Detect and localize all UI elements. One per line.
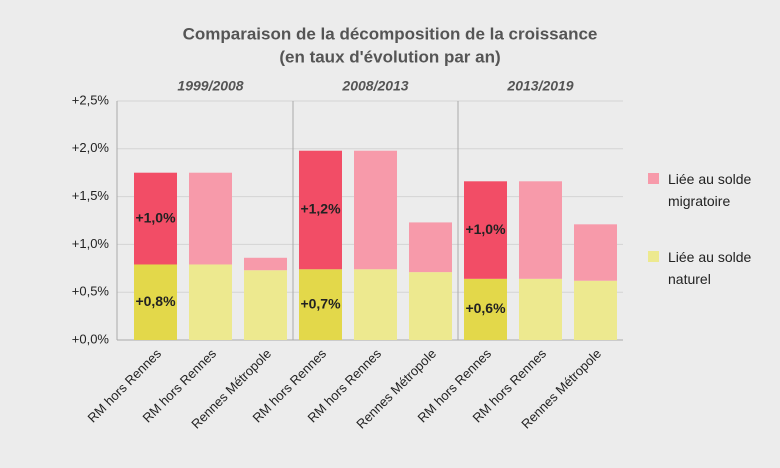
bar-segment <box>519 181 562 279</box>
legend-swatch <box>648 251 659 262</box>
data-label: +1,0% <box>135 209 176 225</box>
group-label: 2008/2013 <box>341 78 408 94</box>
bar-segment <box>354 150 397 270</box>
data-label: +0,8% <box>135 293 176 309</box>
y-tick-label: +2,5% <box>72 92 110 107</box>
y-tick-label: +1,5% <box>72 188 110 203</box>
data-label: +1,2% <box>300 201 341 217</box>
bar-segment <box>134 264 177 340</box>
bar-segment <box>299 150 342 270</box>
legend-item: Liée au solde naturel <box>648 246 758 290</box>
bar-segment <box>464 278 507 340</box>
legend-item: Liée au solde migratoire <box>648 168 758 212</box>
legend-label: Liée au solde naturel <box>668 249 752 287</box>
group-label: 2013/2019 <box>506 78 573 94</box>
data-label: +1,0% <box>465 221 506 237</box>
bar-segment <box>574 280 617 340</box>
data-label: +0,6% <box>465 300 506 316</box>
bar-segment <box>244 257 287 271</box>
y-tick-label: +0,0% <box>72 331 110 346</box>
bar-segment <box>244 270 287 340</box>
bar-segment <box>409 272 452 340</box>
bar-segment <box>464 181 507 279</box>
group-label: 1999/2008 <box>177 78 243 94</box>
bar-segment <box>189 172 232 265</box>
bar-segment <box>519 278 562 340</box>
bar-segment <box>354 269 397 340</box>
legend-label: Liée au solde migratoire <box>668 171 752 209</box>
y-tick-label: +2,0% <box>72 140 110 155</box>
chart-title: Comparaison de la décomposition de la cr… <box>183 24 598 43</box>
y-tick-label: +0,5% <box>72 284 110 299</box>
y-tick-label: +1,0% <box>72 236 110 251</box>
legend-swatch <box>648 173 659 184</box>
bar-segment <box>134 172 177 265</box>
data-label: +0,7% <box>300 295 341 311</box>
bar-segment <box>409 222 452 273</box>
bar-segment <box>574 224 617 281</box>
bar-segment <box>189 264 232 340</box>
bar-segment <box>299 269 342 340</box>
chart-subtitle: (en taux d'évolution par an) <box>279 47 500 66</box>
